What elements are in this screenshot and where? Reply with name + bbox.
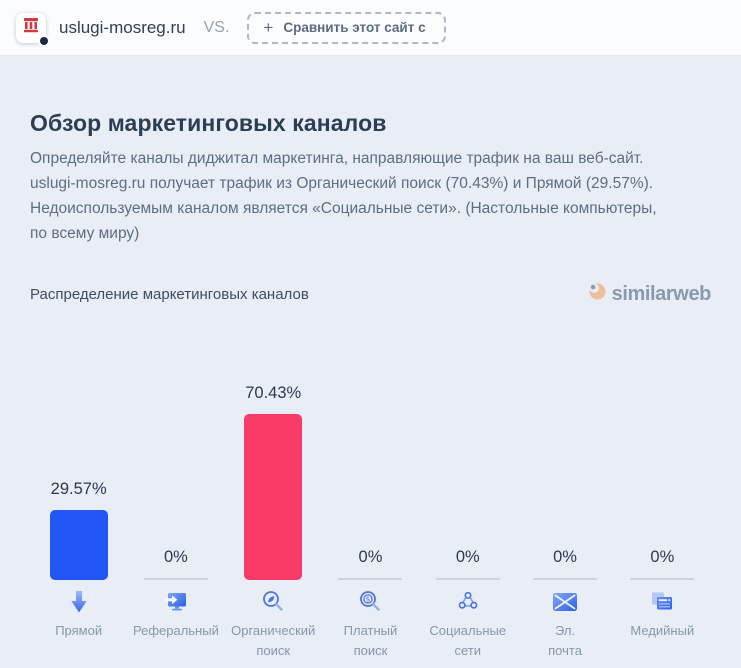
chart-column: 0% Эл. почта [516, 344, 613, 661]
bar-value-label: 0% [553, 548, 577, 566]
chart-plot-cell: 0% [516, 344, 613, 580]
chart-column: 29.57% Прямой [30, 344, 127, 661]
chart-column: 70.43% Органический поиск [225, 344, 322, 661]
compare-site-button[interactable]: + Сравнить этот сайт с [247, 11, 446, 44]
site-domain: uslugi-mosreg.ru [59, 17, 186, 37]
page-title: Обзор маркетинговых каналов [30, 110, 387, 136]
status-dot [38, 34, 50, 47]
channel-label: Эл. почта [548, 623, 582, 658]
chart-column: 0% Реферальный [127, 344, 224, 661]
bar-value-label: 29.57% [50, 480, 107, 498]
email-envelope-icon [551, 587, 579, 617]
organic-search-icon [260, 587, 286, 617]
chart-title: Распределение маркетинговых каналов [30, 285, 309, 303]
similarweb-swirl-icon [588, 282, 607, 306]
chart-plot-cell: 70.43% [225, 344, 322, 580]
top-bar: uslugi-mosreg.ru VS. + Сравнить этот сай… [0, 0, 741, 56]
similarweb-logo[interactable]: similarweb [588, 282, 711, 306]
chart-plot-cell: 29.57% [30, 344, 127, 580]
direct-arrow-down-icon [67, 587, 91, 617]
vs-label: VS. [203, 18, 230, 36]
bar-value-label: 0% [455, 548, 480, 566]
chart-bar[interactable] [244, 414, 303, 580]
chart-plot-cell: 0% [127, 344, 224, 580]
zero-baseline [630, 578, 695, 580]
referral-monitor-icon [163, 587, 189, 617]
zero-baseline [143, 578, 208, 580]
display-ads-icon [649, 587, 675, 617]
bar-value-label: 0% [358, 548, 383, 566]
plus-icon: + [263, 17, 274, 37]
channel-label: Медийный [630, 623, 695, 638]
svg-text:$: $ [366, 595, 370, 603]
channel-label: Прямой [55, 623, 103, 638]
channel-label: Органический поиск [231, 623, 316, 658]
channel-label: Социальные сети [429, 623, 507, 658]
channel-label: Реферальный [132, 623, 219, 638]
chart-column: 0% Медийный [614, 344, 711, 661]
zero-baseline [338, 578, 403, 580]
compare-site-button-label: Сравнить этот сайт с [283, 19, 426, 35]
similarweb-wordmark: similarweb [611, 282, 712, 305]
government-building-icon [22, 16, 40, 39]
paid-search-icon: $ [357, 587, 383, 617]
chart-bar[interactable] [49, 510, 108, 580]
chart-column: 0% $ Платный поиск [322, 344, 419, 661]
channels-chart: 29.57% Прямой 0% Реферальный 70.43% Органичес… [30, 344, 711, 661]
zero-baseline [533, 578, 598, 580]
social-network-icon [455, 587, 481, 617]
bar-value-label: 70.43% [245, 384, 302, 402]
bar-value-label: 0% [163, 548, 188, 566]
chart-plot-cell: 0% [614, 344, 711, 580]
page-description: Определяйте каналы диджитал маркетинга, … [30, 150, 657, 242]
site-favicon [16, 12, 50, 47]
chart-plot-cell: 0% [419, 344, 516, 580]
chart-plot-cell: 0% [322, 344, 419, 580]
chart-column: 0% Социальные сети [419, 344, 516, 661]
channel-label: Платный поиск [343, 623, 398, 658]
bar-value-label: 0% [650, 548, 675, 566]
zero-baseline [435, 578, 500, 580]
